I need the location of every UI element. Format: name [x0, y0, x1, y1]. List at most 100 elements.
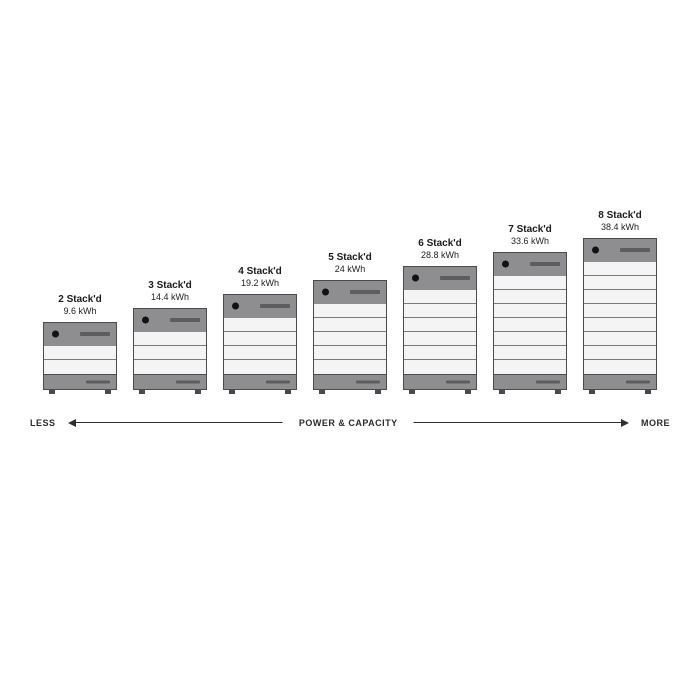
- stack-capacity: 38.4 kWh: [598, 222, 642, 232]
- battery-foot: [49, 390, 55, 394]
- battery-foot: [409, 390, 415, 394]
- battery-module: [584, 276, 656, 290]
- battery-head: [313, 280, 387, 304]
- battery-module: [314, 304, 386, 318]
- stack-labels: 6 Stack'd28.8 kWh: [418, 238, 462, 260]
- battery-foot: [465, 390, 471, 394]
- battery-feet: [313, 390, 387, 394]
- battery-unit: [133, 308, 207, 394]
- battery-module: [44, 360, 116, 374]
- battery-module: [314, 346, 386, 360]
- battery-foot: [319, 390, 325, 394]
- stack-col: 6 Stack'd28.8 kWh: [400, 238, 480, 394]
- battery-module: [224, 346, 296, 360]
- stack-labels: 3 Stack'd14.4 kWh: [148, 280, 192, 302]
- battery-module: [404, 318, 476, 332]
- battery-base: [133, 374, 207, 390]
- stack-capacity: 24 kWh: [328, 264, 372, 274]
- stack-col: 2 Stack'd9.6 kWh: [40, 294, 120, 394]
- battery-unit: [583, 238, 657, 394]
- stack-title: 3 Stack'd: [148, 280, 192, 292]
- battery-module: [134, 346, 206, 360]
- legend-middle-label: POWER & CAPACITY: [283, 418, 414, 428]
- stack-capacity: 19.2 kWh: [238, 278, 282, 288]
- battery-module: [584, 304, 656, 318]
- battery-module: [404, 290, 476, 304]
- battery-base: [583, 374, 657, 390]
- battery-feet: [133, 390, 207, 394]
- battery-modules: [133, 332, 207, 374]
- battery-module: [494, 290, 566, 304]
- stack-capacity: 28.8 kWh: [418, 250, 462, 260]
- battery-foot: [229, 390, 235, 394]
- battery-module: [494, 276, 566, 290]
- battery-unit: [223, 294, 297, 394]
- arrow-head-right-icon: [621, 419, 629, 427]
- stack-capacity: 14.4 kWh: [148, 292, 192, 302]
- battery-module: [404, 360, 476, 374]
- stack-col: 4 Stack'd19.2 kWh: [220, 266, 300, 394]
- battery-foot: [375, 390, 381, 394]
- battery-module: [224, 360, 296, 374]
- battery-modules: [583, 262, 657, 374]
- battery-foot: [195, 390, 201, 394]
- battery-modules: [43, 346, 117, 374]
- battery-foot: [645, 390, 651, 394]
- stacks-row: 2 Stack'd9.6 kWh 3 Stack'd14.4 kWh 4 Stack…: [0, 210, 700, 398]
- battery-module: [494, 346, 566, 360]
- battery-modules: [493, 276, 567, 374]
- battery-feet: [223, 390, 297, 394]
- battery-module: [584, 360, 656, 374]
- battery-module: [494, 360, 566, 374]
- battery-module: [404, 304, 476, 318]
- battery-feet: [493, 390, 567, 394]
- battery-feet: [43, 390, 117, 394]
- battery-module: [584, 262, 656, 276]
- battery-base: [43, 374, 117, 390]
- stack-labels: 8 Stack'd38.4 kWh: [598, 210, 642, 232]
- battery-foot: [285, 390, 291, 394]
- battery-unit: [313, 280, 387, 394]
- stack-labels: 4 Stack'd19.2 kWh: [238, 266, 282, 288]
- stack-labels: 7 Stack'd33.6 kWh: [508, 224, 552, 246]
- battery-module: [44, 346, 116, 360]
- battery-head: [403, 266, 477, 290]
- battery-module: [494, 318, 566, 332]
- battery-module: [134, 332, 206, 346]
- arrow-head-left-icon: [68, 419, 76, 427]
- battery-head: [223, 294, 297, 318]
- stack-capacity: 9.6 kWh: [58, 306, 102, 316]
- battery-modules: [223, 318, 297, 374]
- battery-module: [224, 318, 296, 332]
- stack-col: 5 Stack'd24 kWh: [310, 252, 390, 394]
- battery-unit: [493, 252, 567, 394]
- battery-module: [584, 290, 656, 304]
- stack-labels: 5 Stack'd24 kWh: [328, 252, 372, 274]
- capacity-arrow: POWER & CAPACITY: [68, 416, 629, 430]
- stack-capacity: 33.6 kWh: [508, 236, 552, 246]
- battery-head: [133, 308, 207, 332]
- battery-base: [313, 374, 387, 390]
- battery-foot: [555, 390, 561, 394]
- battery-module: [494, 304, 566, 318]
- battery-modules: [313, 304, 387, 374]
- battery-unit: [403, 266, 477, 394]
- battery-module: [314, 360, 386, 374]
- battery-base: [223, 374, 297, 390]
- infographic-canvas: 2 Stack'd9.6 kWh 3 Stack'd14.4 kWh 4 Stack…: [0, 0, 700, 700]
- battery-unit: [43, 322, 117, 394]
- battery-foot: [139, 390, 145, 394]
- battery-modules: [403, 290, 477, 374]
- content-band: 2 Stack'd9.6 kWh 3 Stack'd14.4 kWh 4 Stack…: [0, 210, 700, 430]
- battery-base: [403, 374, 477, 390]
- battery-module: [134, 360, 206, 374]
- legend-less-label: LESS: [30, 418, 56, 428]
- stack-title: 4 Stack'd: [238, 266, 282, 278]
- battery-head: [493, 252, 567, 276]
- stack-col: 3 Stack'd14.4 kWh: [130, 280, 210, 394]
- battery-module: [584, 332, 656, 346]
- battery-module: [224, 332, 296, 346]
- battery-base: [493, 374, 567, 390]
- legend-more-label: MORE: [641, 418, 670, 428]
- battery-head: [583, 238, 657, 262]
